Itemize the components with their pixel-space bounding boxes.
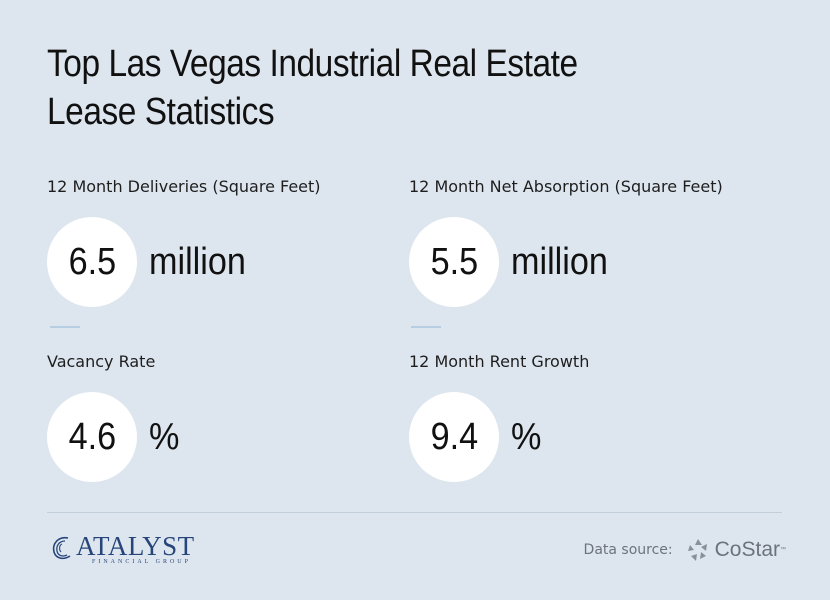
stat-rent-growth: 12 Month Rent Growth 9.4 %	[409, 352, 590, 482]
title-line-2: Lease Statistics	[47, 91, 275, 133]
divider-dash	[50, 326, 80, 328]
page-title: Top Las Vegas Industrial Real Estate Lea…	[47, 40, 663, 136]
divider-dash	[411, 326, 441, 328]
stat-label: 12 Month Deliveries (Square Feet)	[47, 177, 321, 196]
stat-unit: %	[149, 415, 180, 458]
stat-value: 9.4	[430, 415, 478, 458]
stat-value-circle: 6.5	[47, 217, 137, 307]
title-line-1: Top Las Vegas Industrial Real Estate	[47, 43, 578, 85]
stat-value: 6.5	[68, 240, 116, 283]
data-source: Data source: CoStar ™	[584, 537, 786, 563]
stat-deliveries: 12 Month Deliveries (Square Feet) 6.5 mi…	[47, 177, 321, 307]
atalyst-swirl-icon	[52, 536, 71, 560]
costar-logo-icon	[687, 539, 707, 561]
stat-label: 12 Month Rent Growth	[409, 352, 590, 371]
stat-value-circle: 9.4	[409, 392, 499, 482]
stat-value-circle: 5.5	[409, 217, 499, 307]
trademark: ™	[780, 547, 786, 553]
atalyst-logo: ATALYST FINANCIAL GROUP	[48, 532, 195, 565]
footer-divider	[47, 512, 782, 513]
stat-label: 12 Month Net Absorption (Square Feet)	[409, 177, 723, 196]
stat-value: 5.5	[430, 240, 478, 283]
stat-vacancy-rate: Vacancy Rate 4.6 %	[47, 352, 179, 482]
source-label: Data source:	[583, 542, 673, 558]
source-name: CoStar	[714, 538, 780, 561]
stat-label: Vacancy Rate	[47, 352, 156, 371]
brand-name: ATALYST	[76, 531, 195, 561]
stat-unit: million	[149, 240, 246, 283]
stat-value: 4.6	[68, 415, 116, 458]
stat-unit: %	[511, 415, 542, 458]
brand-subtitle: FINANCIAL GROUP	[92, 559, 191, 565]
stat-net-absorption: 12 Month Net Absorption (Square Feet) 5.…	[409, 177, 723, 307]
stat-value-circle: 4.6	[47, 392, 137, 482]
stat-unit: million	[511, 240, 608, 283]
